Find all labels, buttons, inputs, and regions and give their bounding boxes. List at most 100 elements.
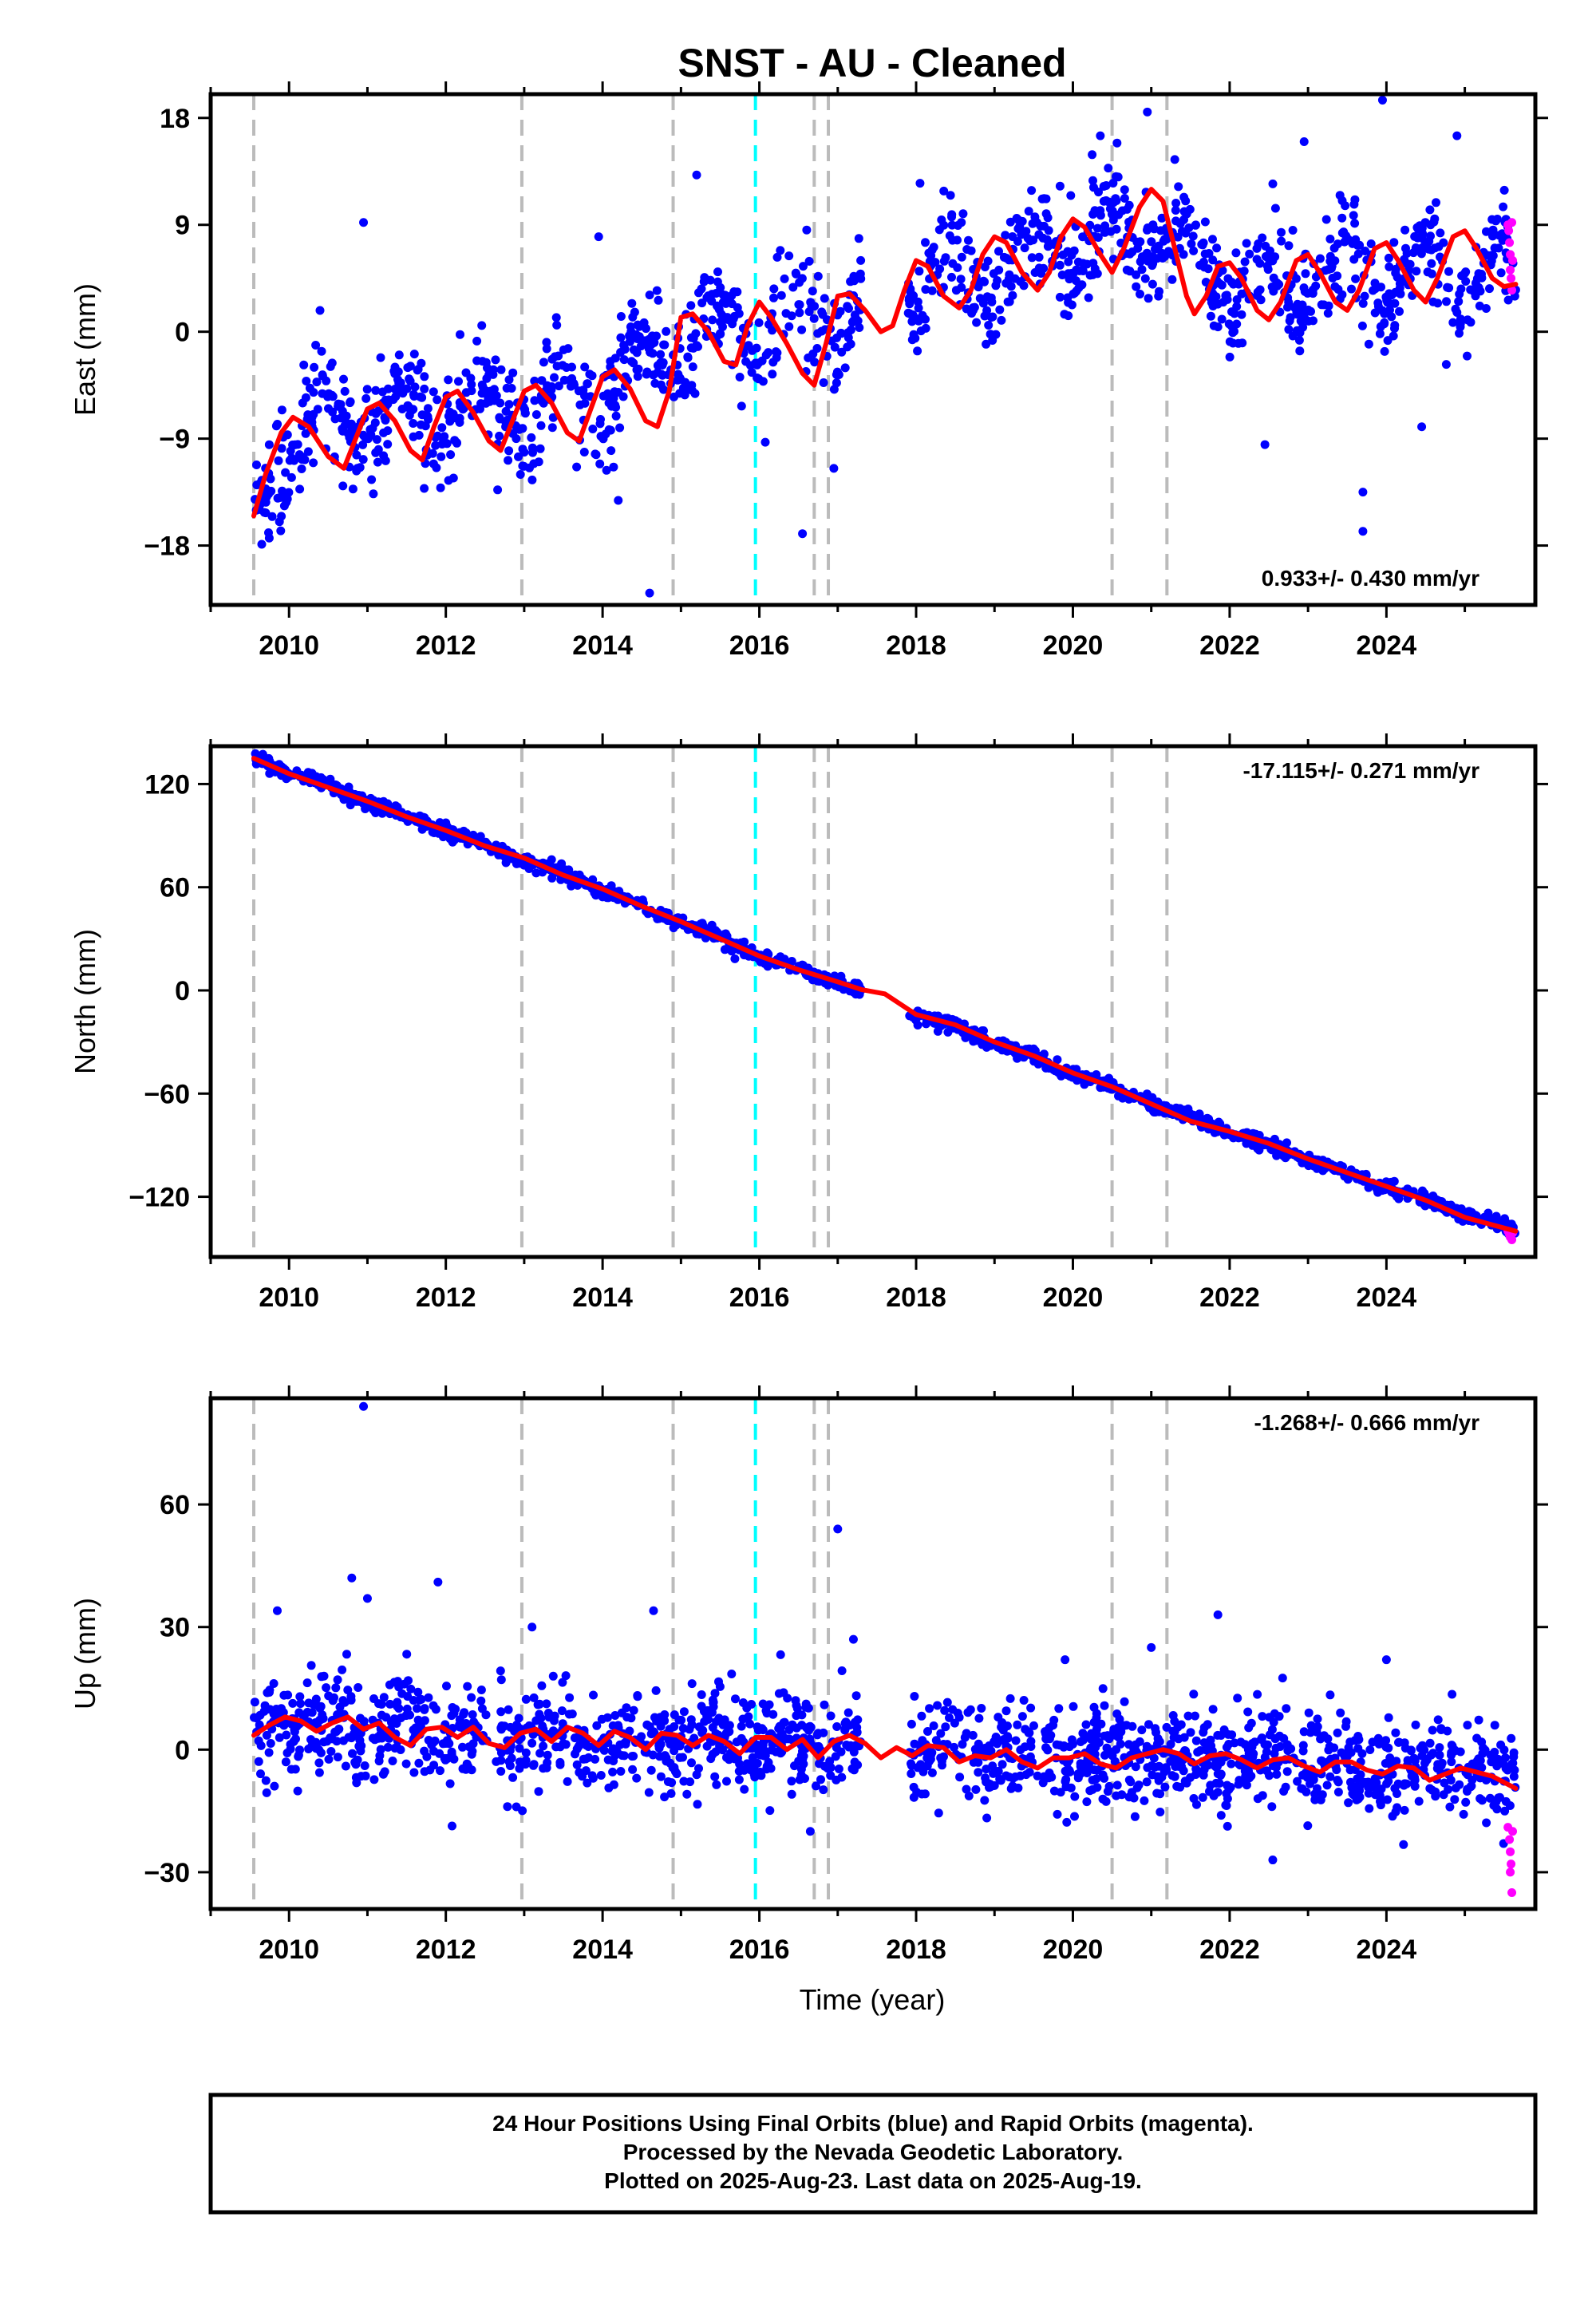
final-orbit-point (787, 957, 796, 966)
final-orbit-point (376, 1745, 385, 1754)
final-orbit-point (675, 1753, 685, 1762)
final-orbit-point (1003, 1721, 1012, 1731)
final-orbit-point (348, 1749, 357, 1758)
final-orbit-point (1137, 265, 1147, 275)
final-orbit-point (776, 246, 785, 255)
final-orbit-point (417, 420, 425, 429)
final-orbit-point (376, 353, 385, 362)
final-orbit-point (1355, 240, 1365, 250)
final-orbit-point (429, 1761, 439, 1770)
final-orbit-point (758, 1699, 768, 1709)
final-orbit-point (1130, 1812, 1140, 1821)
final-orbit-point (1200, 217, 1210, 227)
x-tick-label: 2010 (259, 1935, 319, 1965)
final-orbit-point (266, 474, 275, 484)
final-orbit-point (738, 1698, 748, 1707)
final-orbit-point (627, 298, 637, 308)
final-orbit-point (940, 1705, 950, 1715)
final-orbit-point (1037, 269, 1046, 278)
final-orbit-point (316, 1715, 326, 1725)
final-orbit-point (799, 262, 808, 271)
final-orbit-point (1315, 254, 1325, 263)
x-axis: 2010 2012 2014 2016 2018 2020 2022 2024 (209, 81, 1467, 661)
final-orbit-point (1100, 1750, 1109, 1760)
final-orbit-point (686, 301, 696, 310)
final-orbit-point (458, 405, 468, 414)
final-orbit-point (783, 1694, 792, 1703)
final-orbit-point (555, 1760, 565, 1769)
final-orbit-point (971, 1784, 981, 1794)
final-orbit-point (567, 1709, 577, 1719)
final-orbit-point (820, 1761, 829, 1771)
final-orbit-point (729, 311, 739, 321)
final-orbit-point (1460, 268, 1470, 278)
final-orbit-point (333, 1753, 342, 1762)
final-orbit-point (697, 1690, 706, 1699)
final-orbit-point (1179, 192, 1189, 202)
velocity-annotation: -1.268+/- 0.666 mm/yr (1254, 1410, 1479, 1435)
final-orbit-point (309, 1699, 318, 1709)
final-orbit-point (927, 1768, 937, 1777)
final-orbit-point (804, 353, 813, 362)
final-orbit-point (409, 389, 418, 399)
final-orbit-point (708, 1723, 717, 1732)
final-orbit-point (445, 1779, 455, 1788)
final-orbit-outlier (1299, 137, 1309, 147)
final-orbit-point (679, 1707, 689, 1717)
final-orbit-point (276, 526, 286, 536)
final-orbit-point (352, 466, 361, 476)
final-orbit-point (1102, 1743, 1112, 1753)
final-orbit-point (982, 306, 992, 315)
final-orbit-point (784, 251, 794, 261)
final-orbit-point (467, 1693, 476, 1702)
final-orbit-point (1270, 204, 1280, 213)
rapid-orbit-points (1503, 1823, 1518, 1898)
final-orbit-point (1399, 1840, 1408, 1849)
final-orbit-point (257, 539, 267, 549)
final-orbit-point (1092, 223, 1102, 233)
final-orbit-point (1142, 1089, 1152, 1099)
final-orbit-point (254, 1757, 263, 1766)
final-orbit-point (1020, 243, 1029, 253)
final-orbit-point (637, 336, 646, 345)
final-orbit-point (972, 318, 982, 327)
final-orbit-point (994, 247, 1003, 256)
final-orbit-point (286, 1745, 295, 1754)
final-orbit-point (400, 1679, 409, 1689)
final-orbit-point (528, 448, 537, 457)
final-orbit-point (1373, 1184, 1381, 1194)
final-orbit-point (413, 365, 423, 374)
final-orbit-point (478, 382, 488, 392)
final-orbit-outlier (359, 1401, 369, 1411)
final-orbit-outlier (798, 529, 808, 539)
final-orbit-point (565, 1693, 575, 1702)
final-orbit-point (251, 749, 260, 758)
final-orbit-point (714, 1677, 723, 1686)
final-orbit-point (1027, 186, 1037, 196)
final-orbit-point (1263, 253, 1273, 263)
final-orbit-point (1461, 1797, 1471, 1807)
final-orbit-point (384, 395, 393, 405)
final-orbit-point (344, 782, 354, 792)
final-orbit-point (484, 370, 494, 379)
final-orbit-outlier (692, 170, 701, 180)
final-orbit-point (1192, 1766, 1202, 1776)
final-orbit-point (622, 1713, 632, 1722)
final-orbit-point (1353, 1774, 1362, 1784)
final-orbit-point (758, 1725, 768, 1735)
x-axis: 2010 2012 2014 2016 2018 2020 2022 2024 (209, 733, 1467, 1313)
final-orbit-point (429, 1746, 438, 1756)
final-orbit-point (424, 1736, 433, 1745)
final-orbit-point (788, 1720, 797, 1729)
final-orbit-point (297, 464, 306, 473)
final-orbit-point (542, 344, 551, 354)
final-orbit-point (420, 384, 429, 393)
final-orbit-point (1279, 1787, 1289, 1796)
final-orbit-point (1107, 210, 1116, 219)
final-orbit-point (1001, 231, 1010, 240)
final-orbit-point (1201, 278, 1211, 287)
final-orbit-point (951, 286, 961, 295)
final-orbit-point (1065, 275, 1074, 284)
final-orbit-outlier (848, 1634, 858, 1644)
final-orbit-point (907, 1769, 916, 1778)
